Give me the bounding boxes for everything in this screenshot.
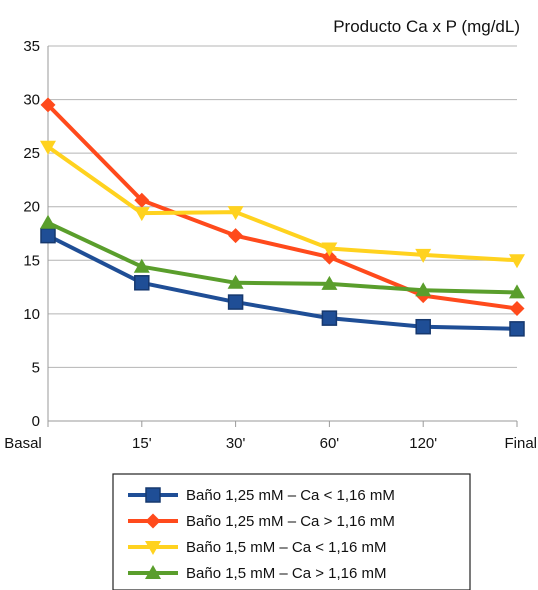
- y-tick-label-5: 5: [32, 359, 40, 376]
- legend-item-2: Baño 1,25 mM – Ca > 1,16 mM: [128, 513, 395, 530]
- data-point-s3-120: [415, 248, 432, 263]
- data-point-s3-final: [509, 254, 525, 269]
- data-point-s1-120: [415, 318, 431, 335]
- data-point-s2-basal: [40, 97, 56, 113]
- y-tick-label-0: 0: [32, 413, 40, 430]
- x-tick-label-120: 120': [409, 435, 437, 452]
- legend-label-1: Baño 1,25 mM – Ca < 1,16 mM: [186, 487, 395, 504]
- data-point-s1-basal: [40, 227, 56, 244]
- y-tick-label-25: 25: [23, 145, 40, 162]
- data-point-s4-30: [227, 274, 244, 289]
- data-point-s2-15: [134, 192, 150, 208]
- data-point-s2-60: [321, 249, 337, 265]
- series-line-2: [46, 103, 518, 311]
- data-point-s4-final: [509, 284, 525, 299]
- data-point-s2-30: [228, 228, 244, 244]
- y-tick-label-20: 20: [23, 199, 40, 216]
- series-4: [40, 214, 525, 299]
- x-tick-label-15: 15': [132, 435, 152, 452]
- data-point-s2-final: [509, 301, 525, 316]
- legend-marker-1: [145, 487, 161, 503]
- legend-marker-3: [145, 541, 161, 555]
- series-group: [40, 97, 525, 337]
- legend-marker-4: [145, 565, 161, 579]
- data-point-s1-30: [227, 294, 244, 310]
- data-point-s3-60: [321, 242, 338, 257]
- series-1: [40, 227, 525, 337]
- y-tick-label-30: 30: [23, 92, 40, 109]
- data-point-s1-15: [134, 275, 150, 291]
- grid-lines: [48, 45, 517, 368]
- y-tick-label-35: 35: [23, 38, 40, 55]
- x-tick-label-final: Final: [504, 435, 537, 452]
- data-point-s1-60: [321, 310, 338, 326]
- series-line-1: [47, 233, 518, 331]
- series-line-3: [46, 145, 518, 263]
- data-point-s3-15: [133, 207, 150, 222]
- x-tick-label-basal: Basal: [4, 435, 42, 452]
- data-point-s4-120: [415, 282, 432, 297]
- data-point-s4-60: [321, 275, 338, 290]
- y-tick-label-15: 15: [23, 252, 40, 269]
- legend-marker-2: [145, 513, 161, 529]
- data-point-s1-final: [509, 321, 525, 337]
- data-point-s4-basal: [40, 214, 56, 229]
- y-axis-ticks: 0 5 10 15 20 25 30 35: [23, 38, 40, 430]
- x-axis-ticks: Basal 15' 30' 60' 120' Final: [4, 421, 537, 452]
- x-tick-label-60: 60': [320, 435, 340, 452]
- data-point-s3-basal: [40, 140, 56, 155]
- legend-label-2: Baño 1,25 mM – Ca > 1,16 mM: [186, 513, 395, 530]
- data-point-s3-30: [227, 206, 244, 221]
- x-tick-label-30: 30': [226, 435, 246, 452]
- y-tick-label-10: 10: [23, 306, 40, 323]
- legend-label-3: Baño 1,5 mM – Ca < 1,16 mM: [186, 539, 387, 556]
- legend-item-4: Baño 1,5 mM – Ca > 1,16 mM: [128, 565, 387, 582]
- series-3: [40, 140, 525, 269]
- data-point-s4-15: [133, 258, 150, 273]
- legend-item-1: Baño 1,25 mM – Ca < 1,16 mM: [128, 487, 395, 504]
- legend: Baño 1,25 mM – Ca < 1,16 mM Baño 1,25 mM …: [112, 473, 471, 590]
- chart-title: Producto Ca x P (mg/dL): [333, 17, 520, 36]
- legend-label-4: Baño 1,5 mM – Ca > 1,16 mM: [186, 565, 387, 582]
- series-line-4: [47, 220, 518, 295]
- legend-item-3: Baño 1,5 mM – Ca < 1,16 mM: [128, 539, 387, 556]
